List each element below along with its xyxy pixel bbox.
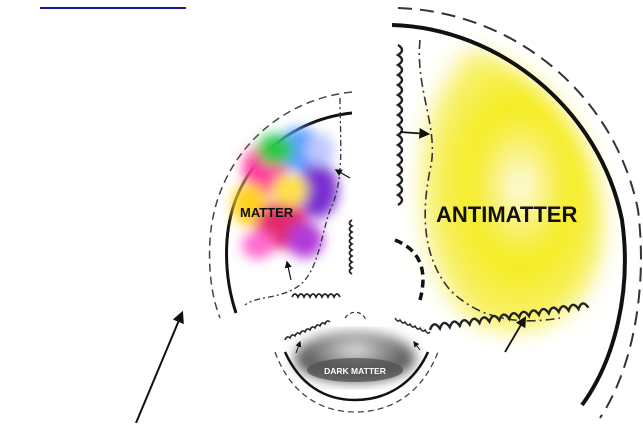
matter-panel: MATTER — [205, 91, 355, 327]
antimatter-label: ANTIMATTER — [436, 202, 577, 227]
antimatter-yellow-glow — [418, 40, 604, 332]
antimatter-solid-arc — [391, 23, 627, 407]
dark-matter-panel: DARK MATTER — [268, 302, 440, 413]
dark-matter-wavy-edge-right — [394, 317, 431, 334]
pointer-arrow — [135, 310, 184, 424]
arrow-icon — [284, 260, 292, 281]
matter-wavy-edge-bottom — [291, 293, 341, 300]
dark-matter-label: DARK MATTER — [324, 366, 386, 376]
matter-outer-dashed-arc — [208, 91, 353, 319]
matter-label: MATTER — [240, 205, 294, 220]
dark-matter-wavy-edge-left — [284, 320, 331, 341]
dark-matter-outer-dashed-arc — [274, 351, 439, 413]
matter-color-blob — [232, 128, 338, 259]
arrow-icon — [504, 316, 527, 353]
dark-matter-inner-boundary — [344, 311, 367, 321]
antimatter-panel: ANTIMATTER — [390, 0, 643, 423]
antimatter-wavy-edge-bottom — [428, 302, 590, 332]
dark-matter-solid-arc — [283, 351, 430, 402]
arrow-icon — [295, 340, 302, 354]
arrow-icon — [334, 169, 351, 179]
antimatter-corner-curve — [394, 238, 425, 301]
antimatter-outer-dashed-arc — [397, 7, 642, 419]
antimatter-wavy-edge-left — [395, 43, 404, 207]
matter-inner-boundary — [244, 97, 342, 306]
arrow-icon — [399, 127, 431, 139]
matter-solid-arc — [225, 111, 353, 314]
matter-wavy-edge-right — [348, 219, 354, 275]
arrow-icon — [413, 341, 421, 351]
